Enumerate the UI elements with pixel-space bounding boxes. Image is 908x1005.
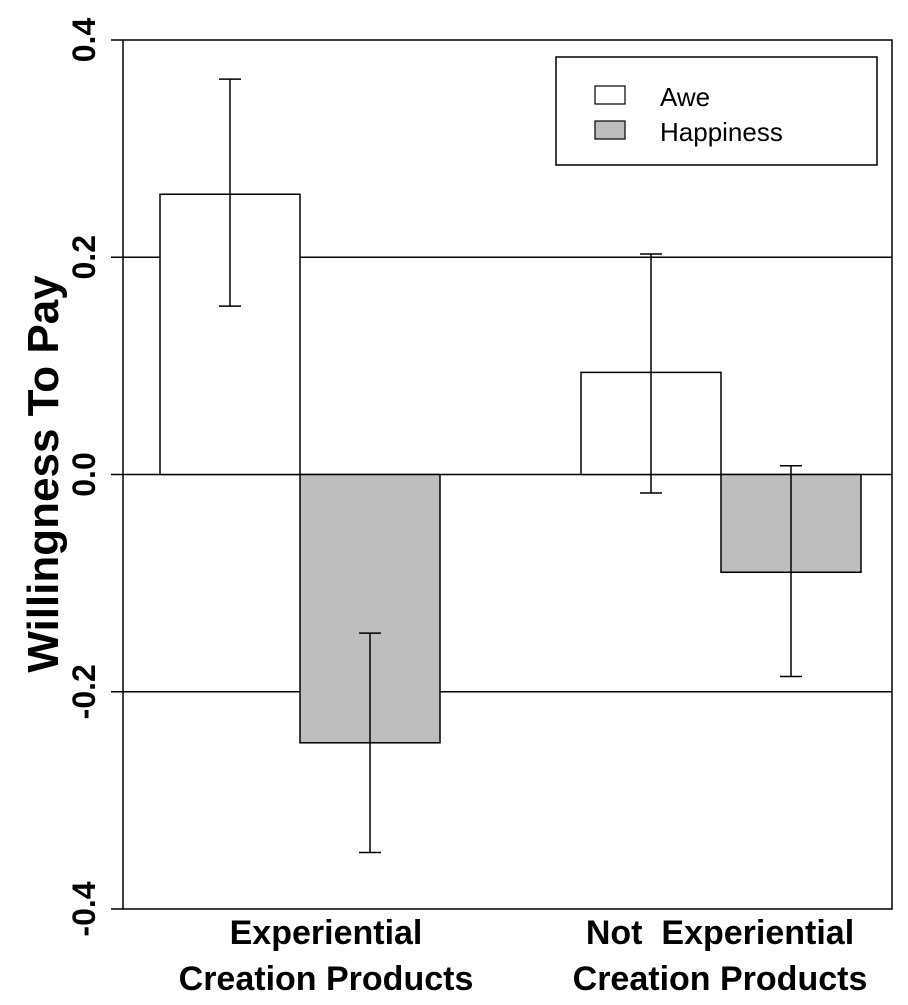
legend-swatch-awe xyxy=(594,85,626,105)
y-tick-label: -0.2 xyxy=(66,664,102,719)
y-tick-label: -0.4 xyxy=(66,881,102,936)
y-tick-label: 0.2 xyxy=(66,235,102,279)
error-bars xyxy=(219,78,802,854)
bars xyxy=(159,193,862,744)
error-bar-awe-1 xyxy=(640,253,662,494)
legend-label-happiness: Happiness xyxy=(660,117,783,147)
error-bar-awe-0 xyxy=(219,78,241,307)
y-axis-ticks: -0.4 -0.2 0.0 0.2 0.4 xyxy=(66,18,123,937)
error-bar-happiness-0 xyxy=(359,632,381,854)
category-label-0-line-0: Experiential xyxy=(230,914,423,952)
x-axis-labels: Experiential Creation Products Not Experie… xyxy=(179,914,868,998)
category-label-1-line-0: Not Experiential xyxy=(586,914,854,952)
y-tick-label: 0.0 xyxy=(66,452,102,496)
legend-swatch-happiness xyxy=(594,120,626,140)
y-axis-label: Willingness To Pay xyxy=(19,275,68,673)
legend: Awe Happiness xyxy=(555,56,878,166)
category-label-1-line-1: Creation Products xyxy=(573,960,868,998)
legend-label-awe: Awe xyxy=(660,82,710,112)
y-tick-label: 0.4 xyxy=(66,18,102,63)
legend-box xyxy=(555,56,878,166)
category-label-0-line-1: Creation Products xyxy=(179,960,474,998)
error-bar-happiness-1 xyxy=(780,465,802,678)
